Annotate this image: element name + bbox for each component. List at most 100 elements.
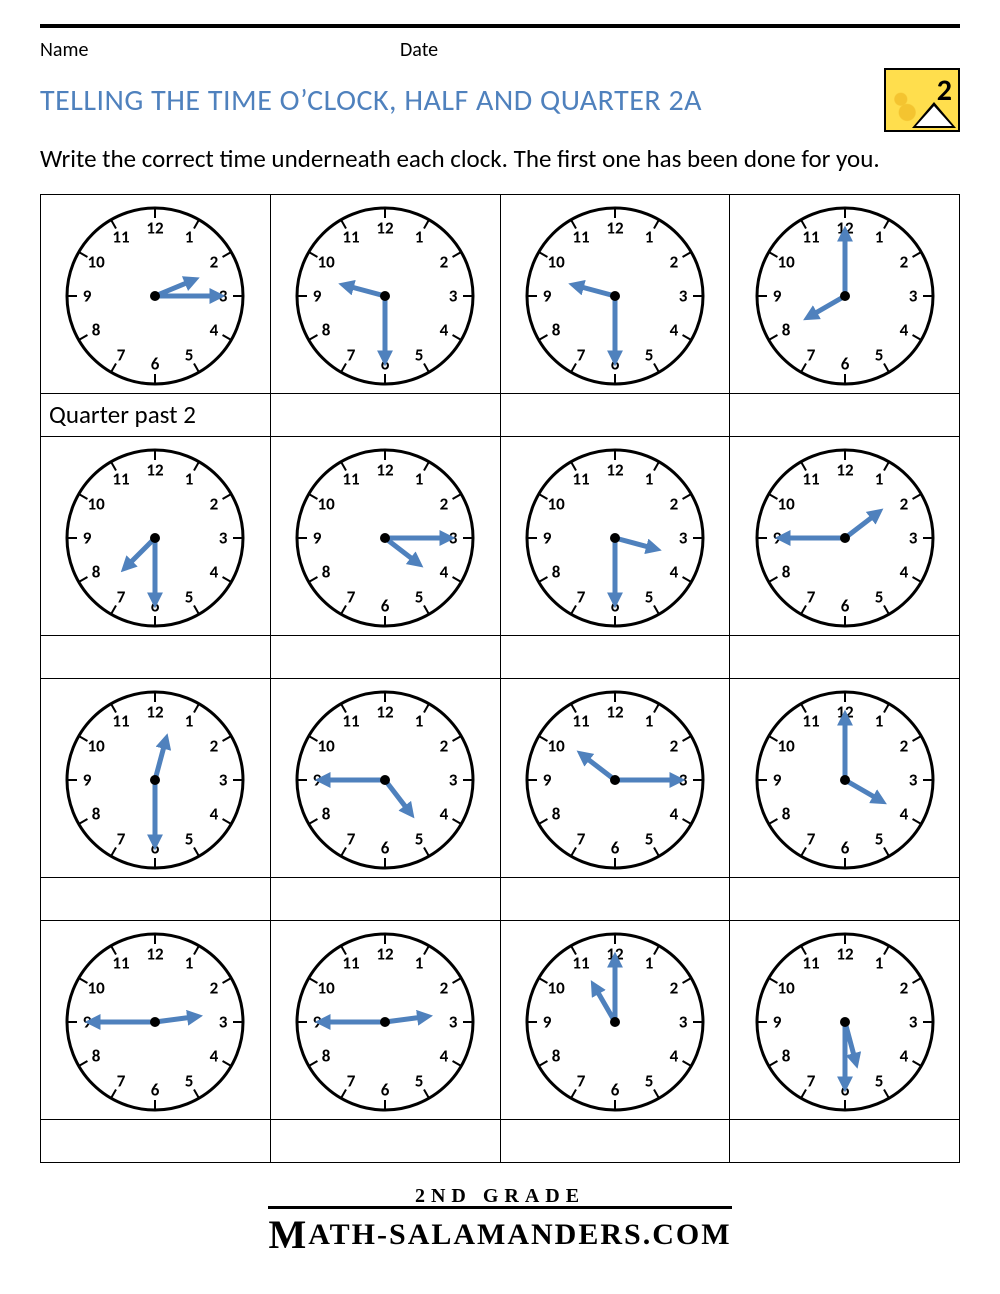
svg-text:7: 7 — [806, 344, 815, 365]
answer-cell[interactable] — [500, 877, 730, 920]
clock-cell: 121234567891011 — [500, 678, 730, 877]
grade-number: 2 — [937, 72, 952, 109]
svg-text:3: 3 — [449, 769, 458, 790]
name-label: Name — [40, 38, 400, 62]
svg-text:5: 5 — [645, 1070, 654, 1091]
clock-face: 121234567891011 — [523, 204, 707, 388]
svg-text:11: 11 — [113, 710, 130, 731]
svg-text:1: 1 — [185, 710, 194, 731]
clock-cell: 121234567891011 — [730, 678, 960, 877]
footer-site: MATH-SALAMANDERS.COM — [268, 1206, 731, 1258]
date-label: Date — [400, 38, 438, 62]
clock-face: 121234567891011 — [63, 930, 247, 1114]
answer-cell[interactable] — [730, 1119, 960, 1162]
clock-cell: 121234567891011 — [41, 678, 271, 877]
svg-text:12: 12 — [147, 701, 165, 722]
svg-text:5: 5 — [874, 586, 883, 607]
answer-cell[interactable] — [41, 1119, 271, 1162]
svg-text:5: 5 — [874, 828, 883, 849]
answer-cell[interactable] — [730, 635, 960, 678]
svg-text:8: 8 — [92, 1045, 101, 1066]
svg-text:2: 2 — [669, 493, 678, 514]
clock-cell: 121234567891011 — [270, 678, 500, 877]
clock-face: 121234567891011 — [293, 930, 477, 1114]
answer-cell[interactable] — [270, 393, 500, 436]
svg-text:5: 5 — [185, 828, 194, 849]
svg-text:6: 6 — [381, 837, 390, 858]
clock-face: 121234567891011 — [293, 204, 477, 388]
clock-cell: 121234567891011 — [41, 194, 271, 393]
svg-text:1: 1 — [645, 952, 654, 973]
clock-cell: 121234567891011 — [730, 920, 960, 1119]
svg-text:9: 9 — [313, 285, 322, 306]
clock-grid: 1212345678910111212345678910111212345678… — [40, 194, 960, 1163]
svg-text:1: 1 — [415, 468, 424, 489]
answer-cell[interactable] — [730, 393, 960, 436]
svg-text:1: 1 — [874, 952, 883, 973]
clock-face: 121234567891011 — [523, 688, 707, 872]
svg-text:4: 4 — [440, 319, 449, 340]
svg-text:10: 10 — [777, 735, 795, 756]
svg-text:9: 9 — [313, 527, 322, 548]
svg-text:5: 5 — [645, 344, 654, 365]
answer-cell[interactable] — [270, 1119, 500, 1162]
svg-text:4: 4 — [899, 561, 908, 582]
svg-text:12: 12 — [377, 459, 395, 480]
svg-text:5: 5 — [645, 586, 654, 607]
svg-text:5: 5 — [415, 1070, 424, 1091]
svg-text:2: 2 — [210, 735, 219, 756]
svg-text:7: 7 — [577, 344, 586, 365]
svg-text:7: 7 — [117, 828, 126, 849]
answer-cell[interactable]: Quarter past 2 — [41, 393, 271, 436]
clock-cell: 121234567891011 — [41, 920, 271, 1119]
answer-cell[interactable] — [41, 877, 271, 920]
clock-cell: 121234567891011 — [270, 920, 500, 1119]
svg-text:10: 10 — [318, 251, 336, 272]
svg-text:4: 4 — [210, 319, 219, 340]
svg-text:3: 3 — [449, 285, 458, 306]
svg-text:3: 3 — [679, 527, 688, 548]
answer-cell[interactable] — [270, 877, 500, 920]
answer-cell[interactable] — [500, 1119, 730, 1162]
svg-text:11: 11 — [343, 468, 360, 489]
answer-cell[interactable] — [41, 635, 271, 678]
svg-text:5: 5 — [185, 586, 194, 607]
svg-text:6: 6 — [840, 353, 849, 374]
svg-text:8: 8 — [781, 319, 790, 340]
answer-cell[interactable] — [730, 877, 960, 920]
svg-text:8: 8 — [322, 319, 331, 340]
svg-text:12: 12 — [606, 459, 624, 480]
svg-text:3: 3 — [219, 527, 228, 548]
answer-cell[interactable] — [500, 635, 730, 678]
svg-text:2: 2 — [899, 977, 908, 998]
svg-text:2: 2 — [899, 251, 908, 272]
svg-text:7: 7 — [806, 586, 815, 607]
svg-text:8: 8 — [781, 1045, 790, 1066]
svg-text:7: 7 — [577, 828, 586, 849]
svg-text:12: 12 — [377, 217, 395, 238]
svg-text:8: 8 — [92, 319, 101, 340]
svg-text:4: 4 — [440, 561, 449, 582]
svg-text:5: 5 — [874, 344, 883, 365]
svg-text:1: 1 — [645, 710, 654, 731]
svg-text:7: 7 — [117, 1070, 126, 1091]
svg-text:11: 11 — [343, 952, 360, 973]
clock-face: 121234567891011 — [63, 204, 247, 388]
svg-text:3: 3 — [219, 769, 228, 790]
svg-text:9: 9 — [83, 527, 92, 548]
svg-text:7: 7 — [577, 1070, 586, 1091]
answer-cell[interactable] — [270, 635, 500, 678]
clock-face: 121234567891011 — [753, 930, 937, 1114]
answer-cell[interactable] — [500, 393, 730, 436]
svg-text:8: 8 — [552, 561, 561, 582]
svg-text:9: 9 — [772, 285, 781, 306]
svg-text:10: 10 — [547, 493, 565, 514]
svg-text:8: 8 — [92, 803, 101, 824]
svg-text:2: 2 — [440, 977, 449, 998]
svg-text:8: 8 — [322, 803, 331, 824]
svg-text:7: 7 — [347, 1070, 356, 1091]
top-rule — [40, 24, 960, 28]
svg-text:3: 3 — [679, 285, 688, 306]
svg-text:2: 2 — [440, 251, 449, 272]
instructions: Write the correct time underneath each c… — [40, 142, 960, 176]
